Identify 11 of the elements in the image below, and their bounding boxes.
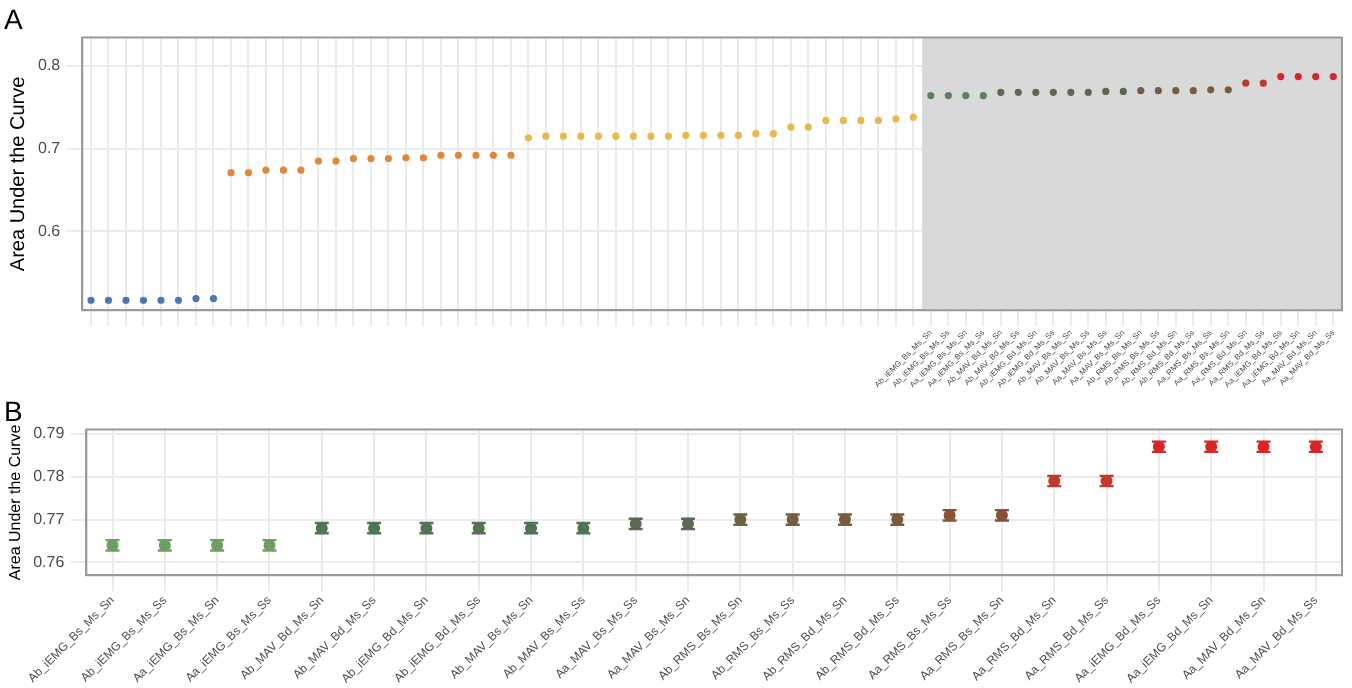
y-tick-label: 0.7 [37, 139, 62, 158]
chart-title: B [4, 394, 23, 427]
y-tick-label: 0.76 [33, 552, 66, 571]
y-tick-label: 0.8 [37, 56, 62, 75]
y-tick-label: 0.77 [33, 509, 66, 528]
y-tick-label: 0.79 [33, 424, 66, 443]
chart-title: A [4, 2, 24, 35]
y-tick-label: 0.6 [37, 221, 62, 240]
y-axis-title: Area Under the Curve [7, 75, 30, 272]
y-tick-label: 0.78 [33, 467, 66, 486]
y-axis-title: Area Under the Curve [6, 423, 25, 581]
